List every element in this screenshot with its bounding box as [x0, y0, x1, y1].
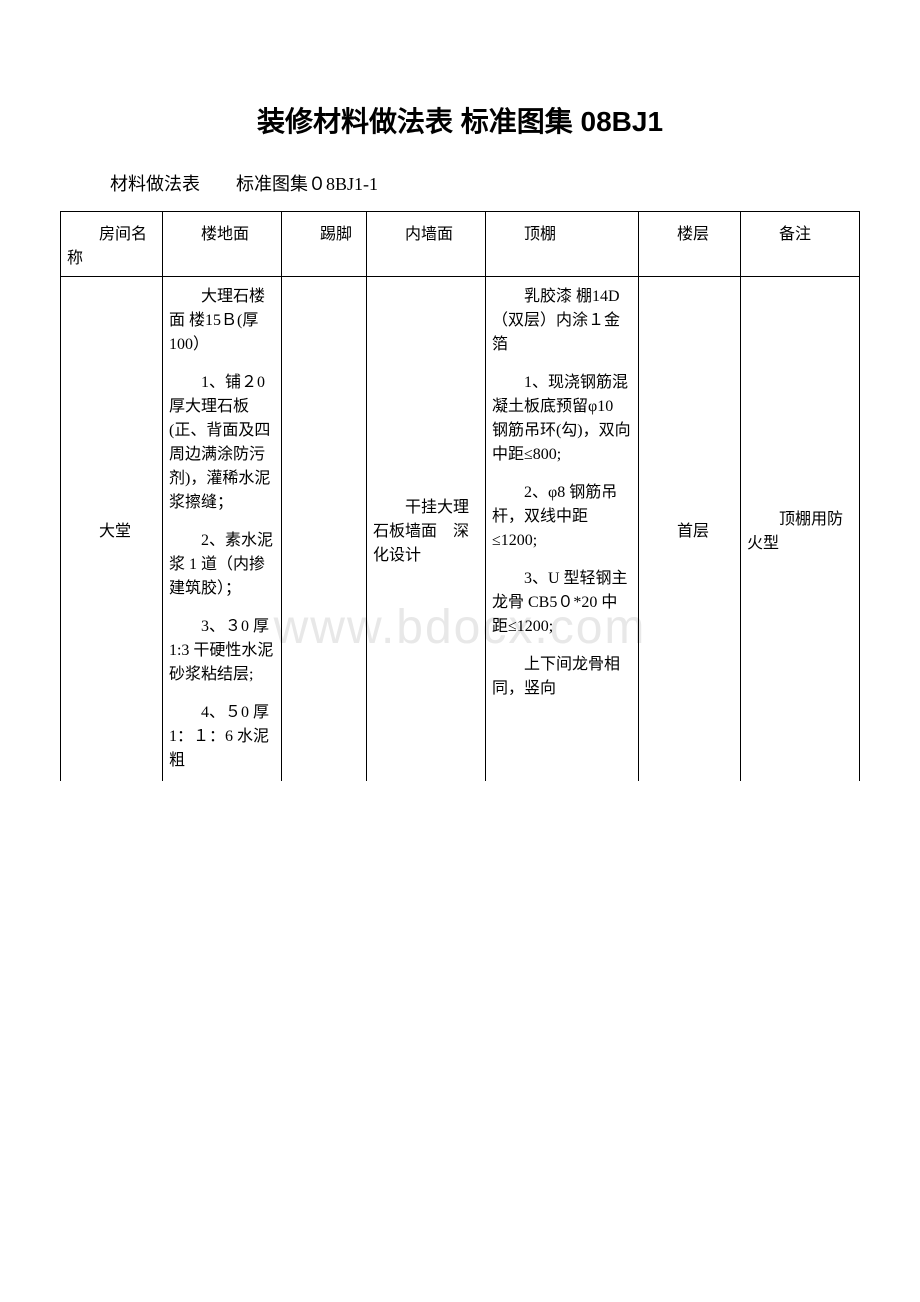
header-skirting: 踢脚: [281, 212, 366, 277]
floor-p5: 4、５0 厚 1：１：6 水泥粗: [169, 701, 275, 773]
cell-remarks: 顶棚用防火型: [740, 277, 859, 782]
floor-p4: 3、３0 厚1:3 干硬性水泥砂浆粘结层;: [169, 615, 275, 687]
floor-p3: 2、素水泥浆 1 道（内掺建筑胶）；: [169, 529, 275, 601]
cell-room-name: 大堂: [61, 277, 163, 782]
document-subtitle: 材料做法表 标准图集０8BJ1-1: [110, 170, 860, 196]
header-ceiling: 顶棚: [485, 212, 638, 277]
materials-table: 房间名称 楼地面 踢脚 内墙面 顶棚 楼层 备注 大堂 大理石楼面 楼15Ｂ(厚…: [60, 211, 860, 781]
floor-p2: 1、铺２0 厚大理石板(正、背面及四周边满涂防污剂)，灌稀水泥浆擦缝；: [169, 371, 275, 515]
header-floor: 楼地面: [162, 212, 281, 277]
ceiling-p2: 1、现浇钢筋混凝土板底预留φ10 钢筋吊环(勾)，双向中距≤800;: [492, 371, 632, 467]
ceiling-p3: 2、φ8 钢筋吊杆，双线中距≤1200;: [492, 481, 632, 553]
header-room-name: 房间名称: [61, 212, 163, 277]
header-floor-level: 楼层: [638, 212, 740, 277]
header-remarks: 备注: [740, 212, 859, 277]
floor-p1: 大理石楼面 楼15Ｂ(厚100）: [169, 285, 275, 357]
cell-skirting: [281, 277, 366, 782]
cell-floor: 大理石楼面 楼15Ｂ(厚100） 1、铺２0 厚大理石板(正、背面及四周边满涂防…: [162, 277, 281, 782]
document-title: 装修材料做法表 标准图集 08BJ1: [60, 100, 860, 140]
ceiling-p5: 上下间龙骨相同，竖向: [492, 653, 632, 701]
ceiling-p1: 乳胶漆 棚14D（双层）内涂１金箔: [492, 285, 632, 357]
header-interior-wall: 内墙面: [366, 212, 485, 277]
cell-ceiling: 乳胶漆 棚14D（双层）内涂１金箔 1、现浇钢筋混凝土板底预留φ10 钢筋吊环(…: [485, 277, 638, 782]
ceiling-p4: 3、U 型轻钢主龙骨 CB5０*20 中距≤1200;: [492, 567, 632, 639]
table-row: 大堂 大理石楼面 楼15Ｂ(厚100） 1、铺２0 厚大理石板(正、背面及四周边…: [61, 277, 860, 782]
table-header-row: 房间名称 楼地面 踢脚 内墙面 顶棚 楼层 备注: [61, 212, 860, 277]
cell-interior-wall: 干挂大理石板墙面 深化设计: [366, 277, 485, 782]
cell-floor-level: 首层: [638, 277, 740, 782]
